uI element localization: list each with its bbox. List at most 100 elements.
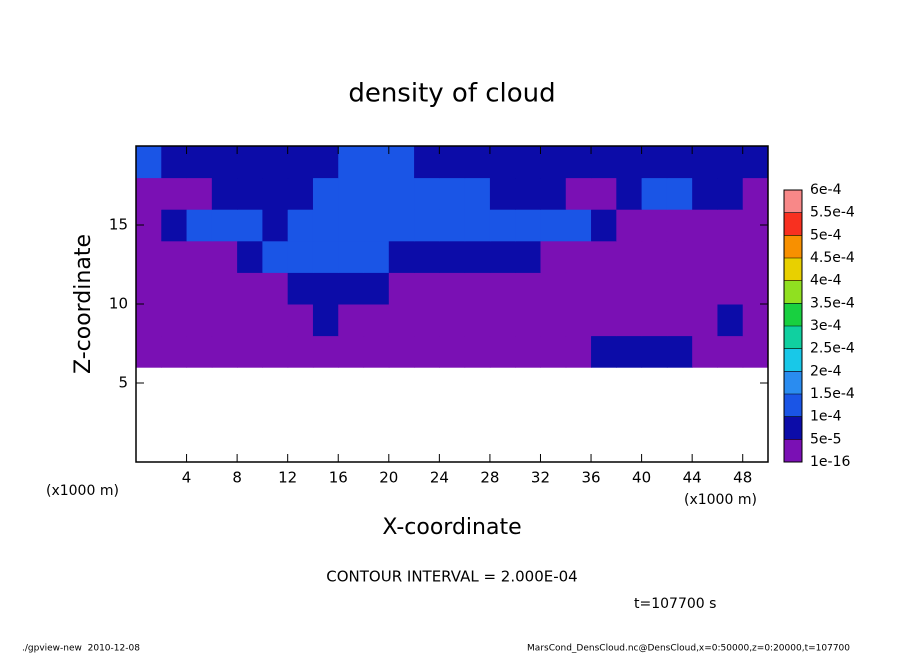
contour-cell (616, 272, 643, 305)
x-tick-label: 28 (480, 469, 499, 487)
contour-cell (666, 146, 693, 179)
contour-cell (565, 240, 592, 273)
colorbar-swatch (784, 258, 802, 281)
contour-cell (186, 335, 213, 368)
contour-cell (540, 177, 567, 210)
contour-cell (287, 335, 314, 368)
y-axis-label: Z-coordinate (71, 234, 96, 374)
contour-cell (616, 146, 643, 179)
contour-cell (692, 335, 718, 368)
x-tick-label: 40 (632, 469, 651, 487)
x-tick-label: 12 (278, 469, 297, 487)
colorbar-swatch (784, 326, 802, 349)
contour-cell (161, 335, 188, 368)
colorbar-label: 3.5e-4 (810, 295, 855, 311)
colorbar-swatch (784, 212, 802, 236)
colorbar-swatch (784, 348, 802, 372)
contour-cell (692, 146, 718, 179)
contour-cell (717, 146, 744, 179)
contour-cell (287, 209, 314, 242)
colorbar-swatch (784, 303, 802, 326)
contour-cell (717, 304, 744, 337)
x-tick-label: 8 (232, 469, 242, 487)
contour-cell (211, 272, 238, 305)
contour-cell (136, 272, 162, 305)
contour-cell (186, 209, 213, 242)
contour-cell (338, 240, 365, 273)
contour-cell (717, 272, 744, 305)
contour-cell (262, 177, 289, 210)
contour-cell (666, 240, 693, 273)
contour-cell (692, 209, 718, 242)
contour-cell (692, 272, 718, 305)
contour-cell (540, 209, 567, 242)
contour-cell (388, 304, 415, 337)
contour-cell (641, 209, 668, 242)
contour-cell (489, 146, 516, 179)
contour-cell (414, 146, 440, 179)
colorbar-swatch (784, 190, 802, 213)
contour-cell (312, 304, 339, 337)
contour-cell (464, 209, 491, 242)
contour-cell (540, 335, 567, 368)
contour-cell (742, 272, 769, 305)
contour-cell (211, 335, 238, 368)
contour-cell (211, 177, 238, 210)
contour-cell (312, 335, 339, 368)
contour-cell (591, 335, 617, 368)
contour-cell (237, 177, 263, 210)
contour-cell (515, 177, 541, 210)
contour-cell (388, 335, 415, 368)
contour-cell (363, 272, 390, 305)
contour-cell (439, 335, 466, 368)
x-tick-label: 24 (430, 469, 449, 487)
x-tick-label: 48 (733, 469, 752, 487)
contour-cell (312, 146, 339, 179)
x-tick-label: 16 (329, 469, 348, 487)
contour-cell (666, 335, 693, 368)
contour-cell (363, 304, 390, 337)
contour-cell (312, 240, 339, 273)
contour-cell (742, 146, 769, 179)
contour-cell (363, 335, 390, 368)
contour-cell (591, 209, 617, 242)
contour-cell (717, 177, 744, 210)
contour-cell (237, 240, 263, 273)
contour-cell (641, 272, 668, 305)
contour-cell (439, 304, 466, 337)
chart-title: density of cloud (348, 79, 555, 109)
contour-cell (161, 272, 188, 305)
contour-cell (338, 304, 365, 337)
contour-cell (237, 335, 263, 368)
contour-cell (692, 177, 718, 210)
contour-cell (211, 240, 238, 273)
contour-cell (565, 304, 592, 337)
x-tick-label: 36 (581, 469, 600, 487)
contour-cell (616, 304, 643, 337)
contour-cell (439, 272, 466, 305)
contour-cell (515, 209, 541, 242)
contour-cell (136, 335, 162, 368)
contour-cell (439, 209, 466, 242)
colorbar-label: 1e-4 (810, 409, 842, 425)
x-tick-label: 20 (379, 469, 398, 487)
contour-cell (211, 304, 238, 337)
contour-cell (414, 304, 440, 337)
y-tick-label: 15 (109, 216, 128, 234)
colorbar-label: 5.5e-4 (810, 205, 855, 221)
contour-cell (464, 177, 491, 210)
contour-cell (136, 177, 162, 210)
contour-cell (565, 272, 592, 305)
contour-cell (666, 209, 693, 242)
contour-cell (161, 146, 188, 179)
contour-cell (414, 177, 440, 210)
contour-cell (312, 209, 339, 242)
colorbar-swatch (784, 394, 802, 417)
colorbar-label: 6e-4 (810, 182, 842, 198)
contour-cell (262, 209, 289, 242)
contour-cell (616, 177, 643, 210)
contour-cell (186, 146, 213, 179)
contour-cell (262, 335, 289, 368)
contour-cell (237, 209, 263, 242)
contour-cell (742, 304, 769, 337)
